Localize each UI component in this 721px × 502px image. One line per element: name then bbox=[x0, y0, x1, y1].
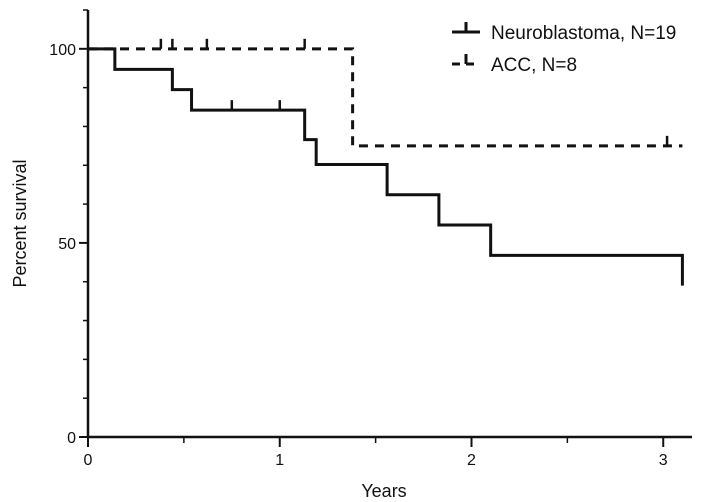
x-axis-title: Years bbox=[361, 481, 406, 501]
x-tick-label: 3 bbox=[659, 452, 668, 469]
legend-label-acc: ACC, N=8 bbox=[491, 55, 577, 76]
legend: Neuroblastoma, N=19 ACC, N=8 bbox=[452, 22, 676, 76]
survival-curve-neuroblastoma bbox=[88, 47, 684, 286]
y-tick-label: 50 bbox=[58, 236, 76, 253]
y-tick-label: 0 bbox=[67, 430, 76, 447]
x-tick-label: 2 bbox=[467, 452, 476, 469]
legend-label-neuroblastoma: Neuroblastoma, N=19 bbox=[491, 23, 676, 44]
y-axis-title: Percent survival bbox=[10, 159, 30, 287]
y-tick-label: 100 bbox=[49, 42, 76, 59]
survival-curves bbox=[88, 38, 684, 286]
survival-curve-acc bbox=[88, 47, 683, 148]
x-tick-label: 0 bbox=[84, 452, 93, 469]
axes bbox=[86, 10, 692, 439]
x-tick-label: 1 bbox=[275, 452, 284, 469]
legend-item-neuroblastoma: Neuroblastoma, N=19 bbox=[452, 22, 676, 44]
axis-ticks: 0 50 100 0 1 2 3 bbox=[49, 9, 668, 469]
legend-item-acc: ACC, N=8 bbox=[452, 54, 577, 76]
